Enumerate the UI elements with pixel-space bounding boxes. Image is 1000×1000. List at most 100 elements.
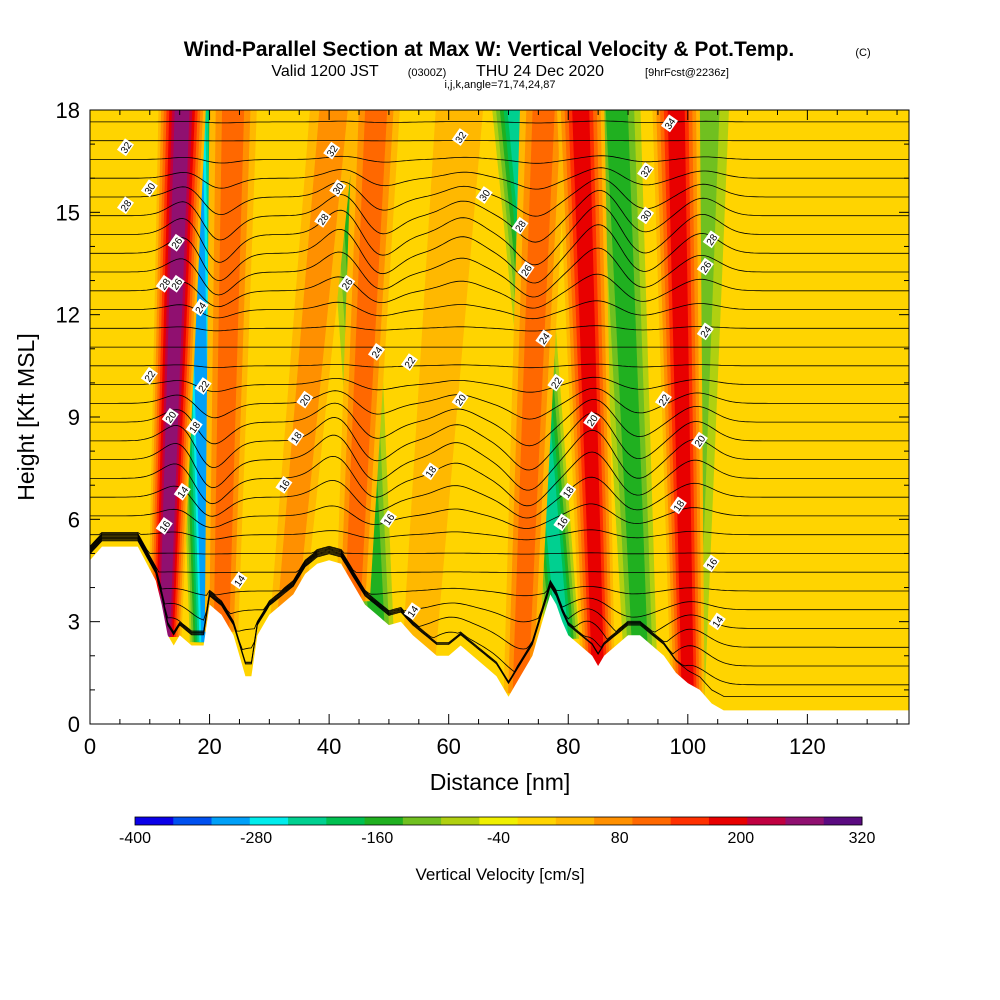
updraft-band-7: [652, 110, 705, 701]
x-tick-label: 80: [556, 734, 580, 759]
contour-label-bg: [161, 407, 179, 426]
contour-label-bg: [287, 428, 305, 447]
contour-label-bg: [155, 274, 173, 293]
valid-date: THU 24 Dec 2020: [476, 63, 604, 80]
contour-label: 14: [403, 602, 422, 621]
colorbar-tick-label: 80: [611, 830, 629, 847]
colorbar-tick-label: 320: [849, 830, 876, 847]
contour-label: 28: [155, 274, 173, 293]
contour-label-bg: [323, 141, 341, 160]
contour-label-bg: [702, 554, 720, 573]
isentrope: [90, 178, 909, 217]
y-tick-label: 12: [56, 303, 80, 328]
contour-label: 22: [547, 373, 565, 392]
isentrope: [90, 533, 909, 574]
isentrope: [90, 503, 909, 529]
colorbar-swatch: [211, 817, 251, 825]
contour-label: 24: [696, 322, 714, 341]
updraft-level-4-0: [402, 110, 484, 658]
x-tick-label: 120: [789, 734, 826, 759]
colorbar-tick-label: -400: [119, 830, 151, 847]
isentrope: [90, 536, 909, 650]
colorbar-swatch: [288, 817, 327, 825]
isentrope: [90, 204, 909, 266]
terrain: [90, 546, 909, 724]
isentrope: [90, 451, 909, 507]
contour-label: 22: [654, 390, 673, 409]
colorbar-tick-label: -280: [240, 830, 272, 847]
contour-label: 30: [329, 179, 347, 198]
contour-label-bg: [275, 476, 293, 494]
contour-label: 16: [379, 510, 398, 528]
contour-label: 20: [690, 431, 709, 450]
contour-label-bg: [173, 482, 191, 501]
colorbar-swatch: [135, 817, 174, 825]
contour-label: 18: [559, 482, 577, 501]
forecast-info: [9hrFcst@2236z]: [645, 67, 729, 79]
colorbar-tick-label: 200: [727, 830, 754, 847]
contour-label: 14: [708, 612, 726, 631]
contour-label: 20: [296, 390, 314, 409]
contour-label-bg: [329, 179, 347, 198]
contour-label-bg: [451, 390, 469, 409]
contour-label: 24: [535, 329, 553, 348]
contour-label: 18: [287, 428, 305, 447]
y-tick-label: 3: [68, 610, 80, 635]
contour-label-bg: [669, 496, 687, 515]
contour-label-bg: [517, 261, 535, 279]
contour-label: 30: [475, 186, 493, 204]
contour-label-bg: [155, 517, 173, 535]
isentrope: [90, 399, 909, 447]
contour-label-bg: [660, 114, 679, 133]
isentrope: [90, 429, 909, 491]
colorbar-title: Vertical Velocity [cm/s]: [415, 865, 584, 884]
y-axis-title: Height [Kft MSL]: [13, 333, 39, 500]
isentrope: [90, 325, 909, 332]
colorbar-swatch: [594, 817, 633, 825]
colorbar-swatch: [402, 817, 442, 825]
updraft-level-7-4: [667, 110, 694, 701]
x-tick-label: 60: [436, 734, 460, 759]
contour-label-bg: [167, 233, 185, 252]
updraft-level-6-4: [572, 110, 605, 684]
x-axis: 0 20 40 60 80 100 120: [84, 110, 898, 759]
contour-label-bg: [535, 329, 553, 348]
updraft-band-2: [270, 110, 358, 617]
colorbar-swatch: [364, 817, 404, 825]
contour-label: 26: [696, 257, 714, 276]
contour-label: 22: [194, 377, 212, 395]
contour-label-bg: [314, 210, 332, 228]
contour-label-bg: [421, 462, 439, 481]
contour-label: 22: [400, 353, 419, 372]
isentrope: [90, 539, 909, 686]
contour-label: 16: [553, 513, 571, 532]
contour-label: 16: [155, 517, 173, 535]
contour-label-bg: [167, 274, 185, 293]
y-tick-label: 6: [68, 507, 80, 532]
downdraft-level-3-2: [605, 110, 648, 653]
potential-temperature-contours: [90, 120, 909, 697]
contour-label: 26: [167, 233, 185, 252]
contour-label-bg: [547, 373, 565, 392]
grid-indices: i,j,k,angle=71,74,24,87: [444, 79, 555, 91]
contour-label-bg: [559, 482, 577, 501]
colorbar-swatch: [708, 817, 748, 825]
colorbar-swatch: [326, 817, 366, 825]
contour-label-bg: [296, 390, 314, 409]
colorbar-swatch: [517, 817, 557, 825]
contour-label: 28: [511, 216, 529, 235]
isentrope: [90, 535, 909, 623]
y-tick-label: 18: [56, 98, 80, 123]
isentrope: [90, 224, 909, 284]
contour-label: 20: [451, 390, 469, 409]
contour-label-bg: [191, 298, 209, 317]
contour-label: 32: [323, 141, 341, 160]
valid-time: Valid 1200 JST: [271, 63, 379, 80]
utc-time: (0300Z): [408, 67, 447, 79]
contour-label: 18: [669, 496, 688, 515]
contour-labels: 2628323028262422222018141614323028262422…: [116, 114, 726, 631]
vertical-velocity-field: [147, 110, 729, 701]
isentrope: [90, 532, 909, 555]
